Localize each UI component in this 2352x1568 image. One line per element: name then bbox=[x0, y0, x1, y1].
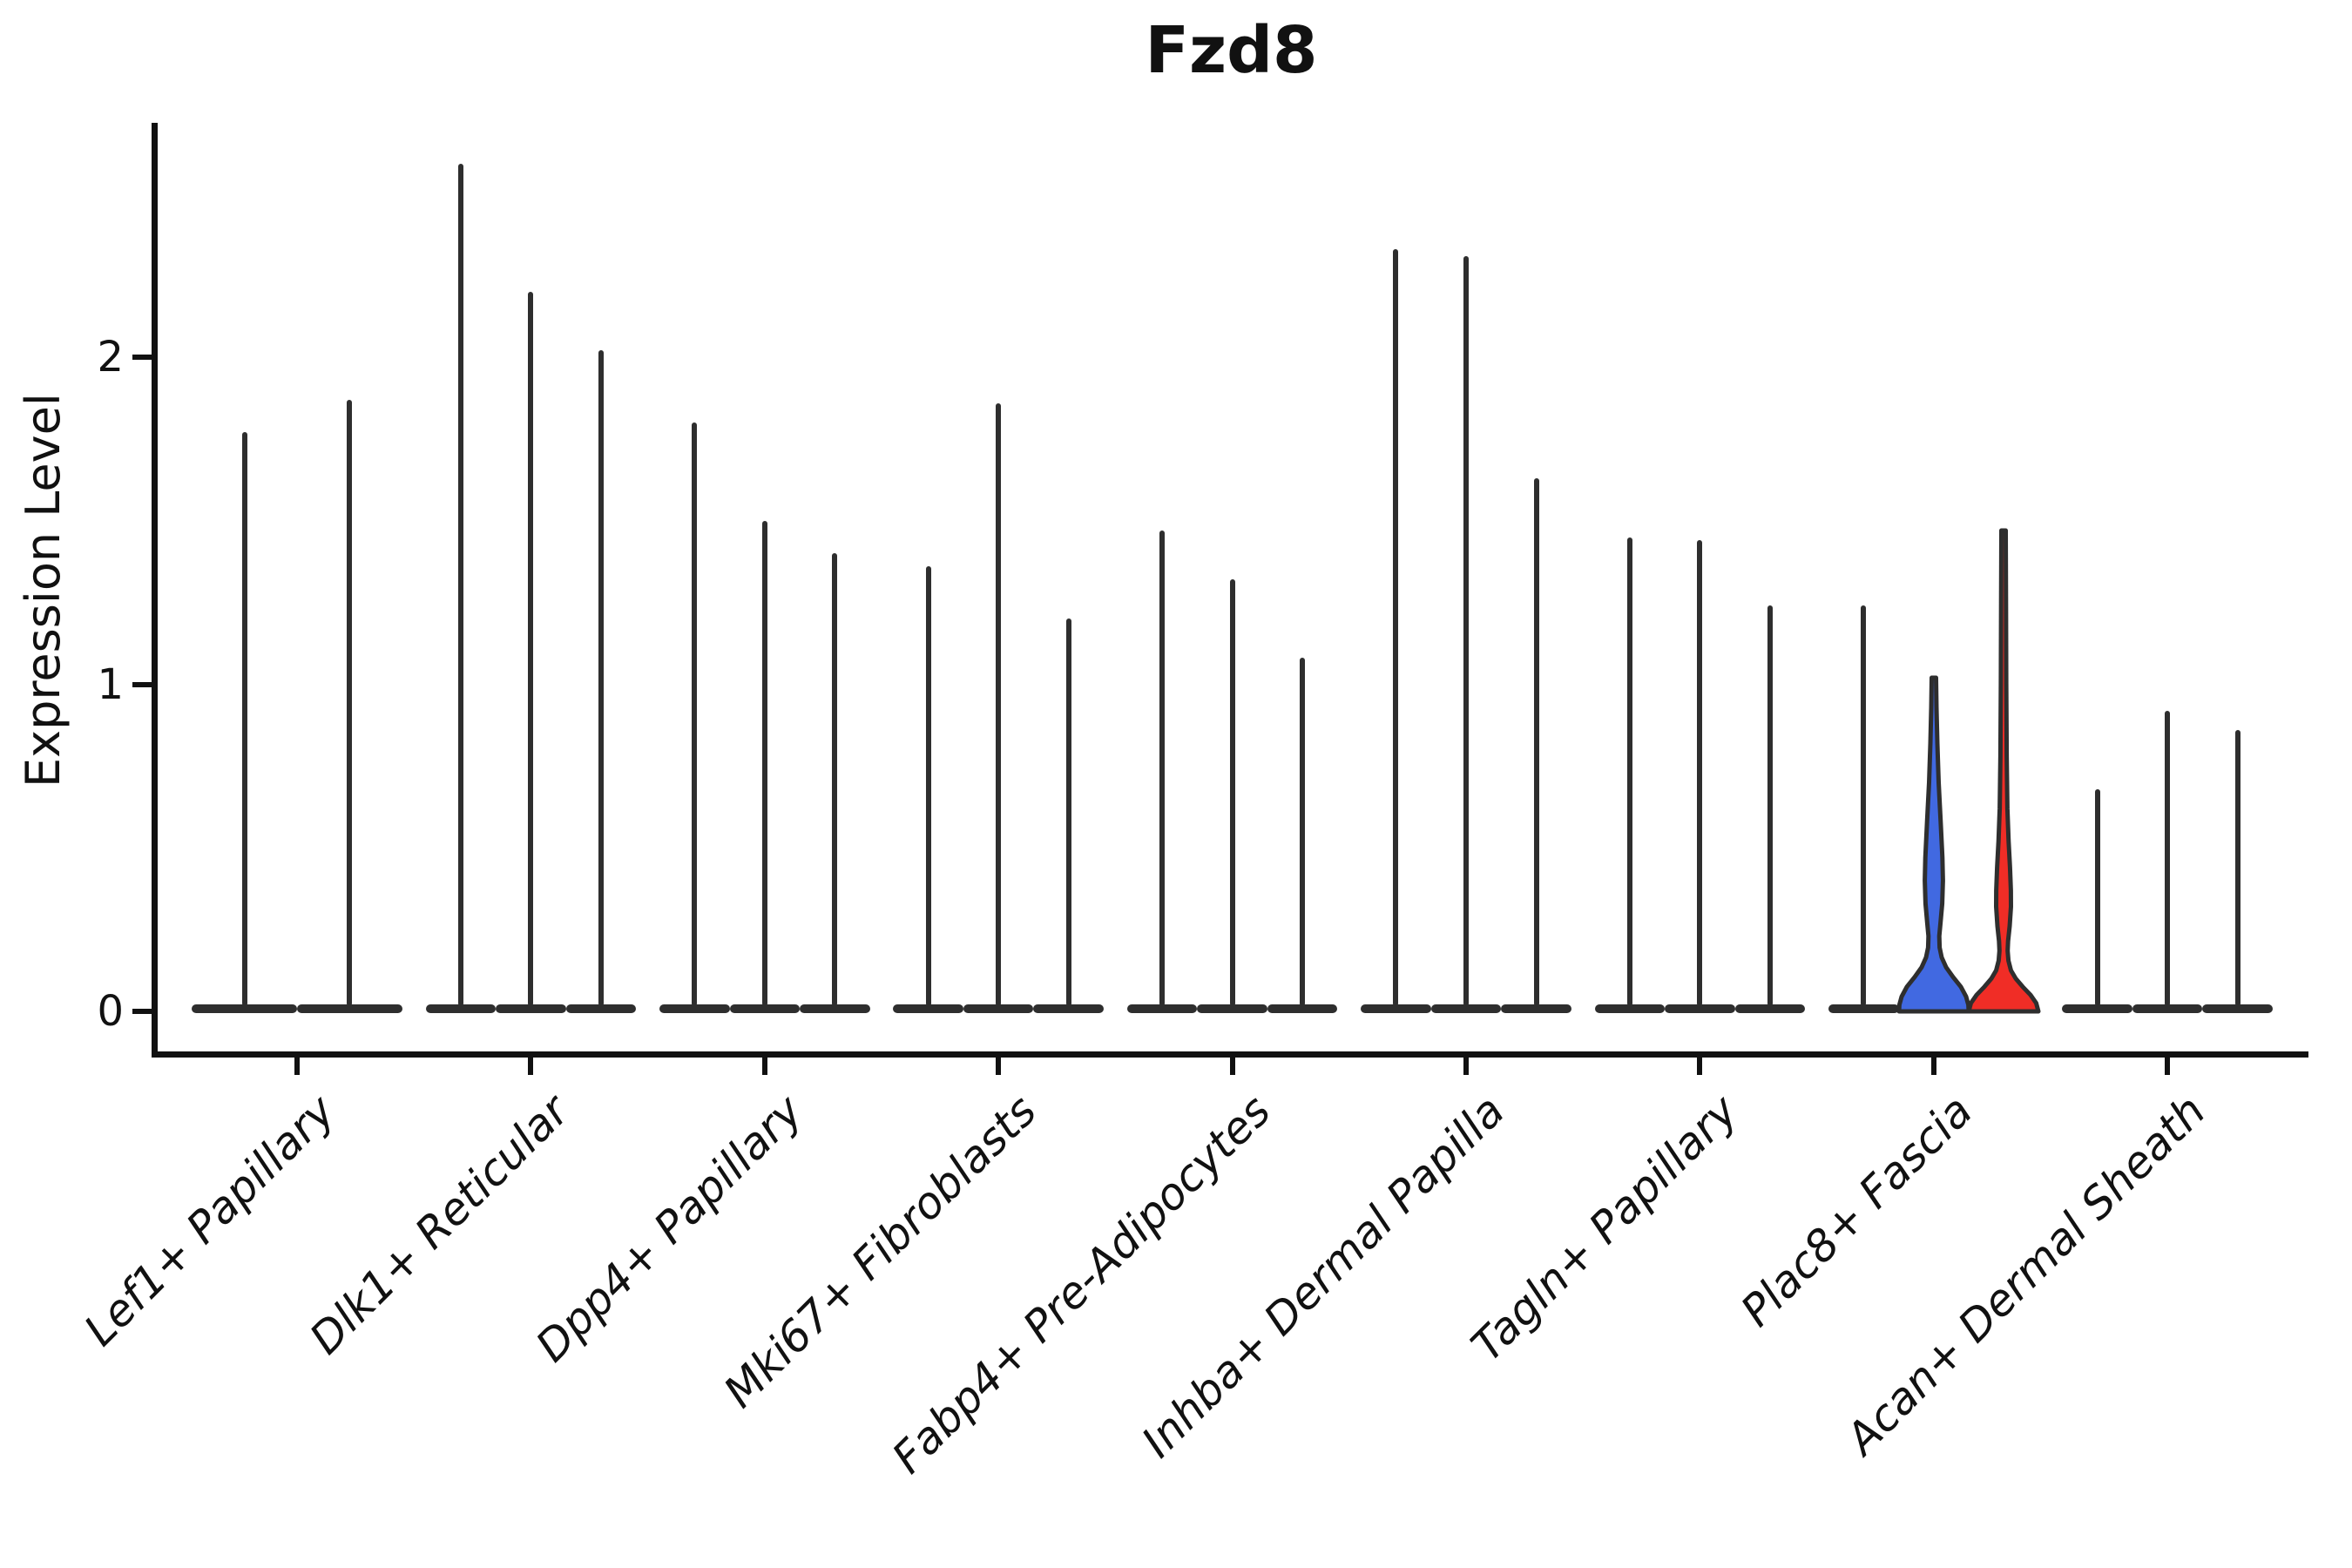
x-tick-mark bbox=[528, 1058, 534, 1075]
violin-base-g3-v3 bbox=[800, 1004, 870, 1013]
x-tick-mark bbox=[761, 1058, 767, 1075]
x-axis-spine bbox=[152, 1051, 2308, 1058]
violin-base-g4-v1 bbox=[893, 1004, 963, 1013]
y-tick-label: 0 bbox=[97, 987, 124, 1036]
violin-base-g8-v1 bbox=[1828, 1004, 1899, 1013]
violin-stem-g9-v3 bbox=[2234, 730, 2240, 1006]
violin-stem-g9-v2 bbox=[2165, 710, 2171, 1006]
violin-base-g4-v2 bbox=[963, 1004, 1034, 1013]
y-tick-mark bbox=[132, 355, 152, 360]
x-tick-mark bbox=[996, 1058, 1002, 1075]
violin-stem-g8-v1 bbox=[1861, 605, 1867, 1006]
violin-stem-g3-v1 bbox=[692, 422, 698, 1006]
x-tick-mark bbox=[2165, 1058, 2171, 1075]
violin-stem-g5-v3 bbox=[1300, 658, 1306, 1006]
violin-stem-g4-v1 bbox=[925, 566, 931, 1006]
violin-base-g4-v3 bbox=[1033, 1004, 1104, 1013]
violin-base-g6-v3 bbox=[1501, 1004, 1571, 1013]
violin-base-g2-v3 bbox=[565, 1004, 637, 1013]
violin-base-g9-v2 bbox=[2132, 1004, 2203, 1013]
x-axis-label-dlk1-reticular: Dlk1+ Reticular bbox=[300, 1085, 579, 1364]
y-tick-label: 2 bbox=[97, 333, 124, 382]
violin-base-g5-v2 bbox=[1197, 1004, 1267, 1013]
violin-stem-g6-v1 bbox=[1393, 249, 1399, 1006]
x-tick-mark bbox=[294, 1058, 300, 1075]
violin-base-g9-v1 bbox=[2062, 1004, 2132, 1013]
x-axis-label-fabp4-pre-adipocytes: Fabp4+ Pre-Adipocytes bbox=[882, 1085, 1281, 1484]
violin-stem-g6-v2 bbox=[1463, 255, 1469, 1006]
violin-stem-g5-v2 bbox=[1229, 579, 1235, 1006]
violin-stem-g4-v3 bbox=[1065, 618, 1071, 1006]
y-axis-label: Expression Level bbox=[16, 393, 71, 787]
violin-stem-g2-v1 bbox=[457, 164, 463, 1006]
y-tick-mark bbox=[132, 1009, 152, 1014]
violin-path bbox=[1966, 528, 2041, 1014]
violin-base-g6-v1 bbox=[1361, 1004, 1431, 1013]
violin-stem-g3-v2 bbox=[761, 520, 767, 1006]
violin-stem-g5-v1 bbox=[1159, 531, 1166, 1006]
violin-stem-g4-v2 bbox=[996, 402, 1002, 1006]
violin-stem-g1-v2 bbox=[347, 399, 353, 1006]
chart-title: Fzd8 bbox=[1145, 13, 1318, 88]
violin-base-g7-v1 bbox=[1594, 1004, 1666, 1013]
violin-stem-g6-v3 bbox=[1533, 477, 1539, 1006]
violin-stem-g1-v1 bbox=[241, 432, 247, 1006]
violin-stem-g7-v3 bbox=[1767, 605, 1773, 1006]
violin-filled-red bbox=[1966, 528, 2041, 1014]
violin-base-g5-v1 bbox=[1126, 1004, 1198, 1013]
violin-base-g3-v1 bbox=[659, 1004, 730, 1013]
violin-stem-g7-v2 bbox=[1697, 540, 1703, 1006]
x-axis-label-lef1-papillary: Lef1+ Papillary bbox=[74, 1085, 346, 1356]
y-tick-mark bbox=[132, 681, 152, 687]
violin-base-g9-v3 bbox=[2202, 1004, 2273, 1013]
violin-stem-g3-v3 bbox=[832, 553, 838, 1006]
violin-stem-g2-v3 bbox=[598, 350, 604, 1006]
violin-base-g6-v2 bbox=[1430, 1004, 1502, 1013]
violin-base-g2-v2 bbox=[496, 1004, 566, 1013]
violin-base-g1-v2 bbox=[297, 1004, 402, 1013]
x-tick-mark bbox=[1229, 1058, 1235, 1075]
violin-stem-g9-v1 bbox=[2094, 788, 2100, 1006]
violin-base-g2-v1 bbox=[425, 1004, 497, 1013]
violin-stem-g7-v1 bbox=[1626, 537, 1632, 1006]
violin-base-g3-v2 bbox=[729, 1004, 801, 1013]
x-axis-label-plac8-fascia: Plac8+ Fascia bbox=[1730, 1085, 1982, 1336]
violin-base-g7-v3 bbox=[1734, 1004, 1806, 1013]
violin-base-g1-v1 bbox=[192, 1004, 297, 1013]
violin-stem-g2-v2 bbox=[528, 291, 534, 1006]
x-tick-mark bbox=[1930, 1058, 1936, 1075]
x-tick-mark bbox=[1463, 1058, 1469, 1075]
y-tick-label: 1 bbox=[97, 659, 124, 709]
x-tick-mark bbox=[1697, 1058, 1703, 1075]
y-axis-spine bbox=[152, 123, 158, 1058]
violin-base-g7-v2 bbox=[1665, 1004, 1735, 1013]
violin-base-g5-v3 bbox=[1267, 1004, 1338, 1013]
